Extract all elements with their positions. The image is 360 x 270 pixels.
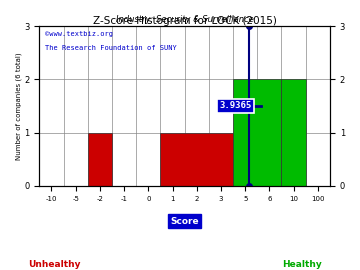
Bar	[282, 79, 306, 186]
Y-axis label: Number of companies (6 total): Number of companies (6 total)	[15, 52, 22, 160]
Text: 3.9365: 3.9365	[219, 102, 252, 110]
Text: Industry: Security & Surveillance: Industry: Security & Surveillance	[116, 15, 253, 25]
Text: ©www.textbiz.org: ©www.textbiz.org	[45, 31, 113, 37]
Bar	[161, 133, 233, 186]
Text: Healthy: Healthy	[283, 260, 322, 269]
Text: Unhealthy: Unhealthy	[28, 260, 80, 269]
Bar	[88, 133, 112, 186]
Title: Z-Score Histogram for LOCK (2015): Z-Score Histogram for LOCK (2015)	[93, 16, 276, 26]
Bar	[233, 79, 282, 186]
Text: The Research Foundation of SUNY: The Research Foundation of SUNY	[45, 45, 177, 51]
Text: Score: Score	[170, 217, 199, 225]
